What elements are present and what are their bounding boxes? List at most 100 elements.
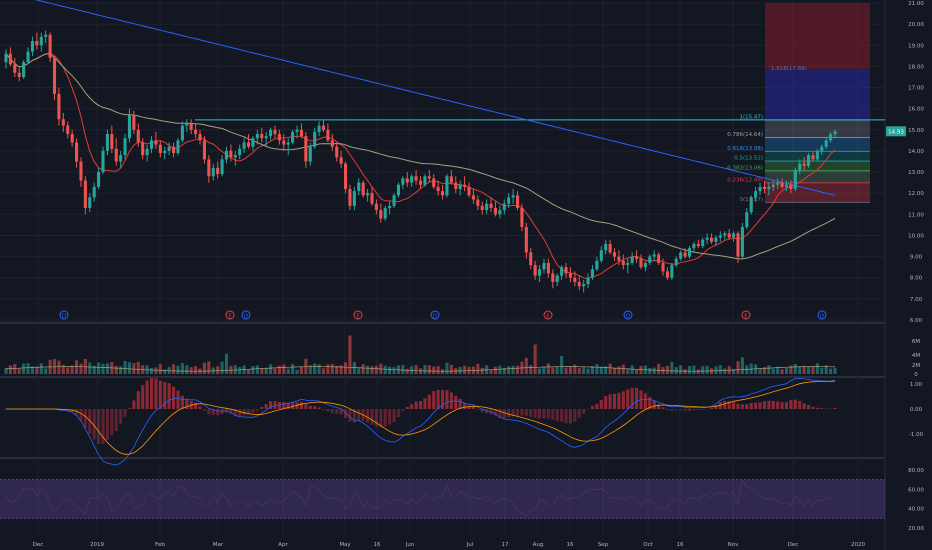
volume-bar [277, 365, 281, 374]
macd-histogram-bar [520, 409, 524, 416]
macd-histogram-bar [374, 409, 378, 427]
price-axis[interactable]: 21.00 20.00 19.00 18.00 17.00 16.00 15.00 14.00… [886, 1, 924, 532]
candle-body [762, 186, 766, 189]
volume-bar [732, 369, 736, 374]
volume-bar [405, 368, 409, 374]
candle-body [167, 146, 171, 151]
volume-tick-label: 4M [912, 353, 920, 359]
rsi-band [0, 479, 885, 519]
macd-histogram-bar [621, 391, 625, 409]
macd-histogram-bar [321, 409, 326, 410]
candle-body [123, 138, 127, 156]
event-marker: E [353, 310, 363, 320]
candle-body [119, 155, 123, 162]
candle-body [511, 195, 515, 198]
event-marker-label: D [62, 314, 66, 320]
price-tick-label: 7.00 [910, 297, 923, 303]
macd-histogram-bar [246, 409, 251, 415]
macd-histogram-bar [357, 409, 361, 421]
macd-histogram-bar [745, 404, 749, 409]
volume-bar [427, 365, 431, 374]
candle-body [515, 195, 520, 208]
macd-histogram-bar [79, 409, 83, 421]
volume-bar [564, 367, 568, 374]
volume-bar [493, 366, 498, 374]
candle-body [538, 269, 542, 276]
volume-bar [529, 365, 533, 374]
candle-body [361, 182, 365, 196]
macd-histogram-bar [172, 386, 176, 409]
volume-bar [590, 366, 595, 374]
macd-histogram-bar [815, 407, 819, 409]
candle-body [502, 203, 506, 211]
volume-bar [833, 367, 837, 374]
volume-bar [436, 365, 440, 374]
candle-body [13, 64, 17, 73]
macd-tick-label: 0.00 [910, 407, 923, 413]
volume-bar [767, 365, 771, 374]
volume-bar [220, 361, 224, 374]
macd-histogram-bar [163, 382, 167, 409]
macd-histogram-bar [546, 409, 550, 419]
volume-bar [260, 368, 264, 374]
candle-body [780, 182, 784, 187]
volume-bar [66, 367, 70, 374]
event-marker-badge [543, 310, 553, 320]
candle-body [366, 193, 370, 196]
candle-body [8, 53, 12, 65]
time-axis[interactable]: Dec 2019 Feb Mar Apr May 16 Jun Jul 17 Aug 16 Sep Oct… [33, 542, 866, 548]
price-tick-label: 16.00 [908, 107, 924, 113]
macd-histogram-bar [238, 409, 242, 417]
macd-histogram-bar [423, 398, 427, 409]
candle-body [30, 41, 35, 52]
macd-histogram-bar [740, 404, 744, 409]
macd-histogram-bar [529, 409, 533, 417]
fib-label: 0.382(13.06) [727, 165, 763, 171]
candle-body [114, 148, 118, 162]
volume-bar [8, 365, 12, 374]
candle-body [740, 227, 744, 257]
time-tick-label: Jun [405, 542, 415, 548]
candle-body [577, 281, 581, 287]
candle-body [61, 119, 65, 126]
candle-body [432, 178, 436, 187]
candle-body [48, 34, 52, 58]
volume-bar [824, 365, 828, 374]
volume-bar [679, 365, 683, 374]
candle-body [498, 210, 502, 215]
macd-histogram-bar [388, 409, 392, 425]
volume-bar [255, 365, 259, 374]
candle-body [418, 180, 423, 185]
candle-body [299, 129, 303, 137]
macd-histogram-bar [123, 409, 127, 417]
macd-histogram-bar [348, 409, 352, 422]
volume-bar [370, 366, 374, 374]
volume-bar [476, 363, 480, 374]
macd-histogram-bar [524, 409, 528, 417]
time-tick-label: May [339, 542, 351, 548]
macd-histogram-bar [692, 409, 696, 411]
macd-histogram-bar [551, 409, 555, 420]
volume-bar [180, 363, 184, 374]
candle-body [282, 140, 286, 145]
candle-body [189, 123, 193, 130]
event-marker: D [241, 310, 251, 320]
volume-bar [92, 365, 96, 374]
volume-bar [299, 366, 303, 374]
candle-body [820, 146, 824, 151]
event-marker-label: E [744, 314, 748, 320]
macd-histogram-bar [670, 409, 674, 411]
volume-bar [26, 363, 30, 374]
candle-body [449, 176, 453, 183]
rsi-line [5, 479, 836, 517]
candle-body [251, 138, 255, 147]
volume-bar [674, 367, 678, 374]
candle-body [185, 123, 189, 126]
volume-bar [449, 364, 453, 374]
volume-bar [189, 367, 193, 374]
volume-bar [70, 365, 74, 374]
volume-bar [806, 366, 811, 374]
macd-histogram-bar [463, 402, 467, 409]
macd-tick-label: 1.00 [910, 382, 923, 388]
